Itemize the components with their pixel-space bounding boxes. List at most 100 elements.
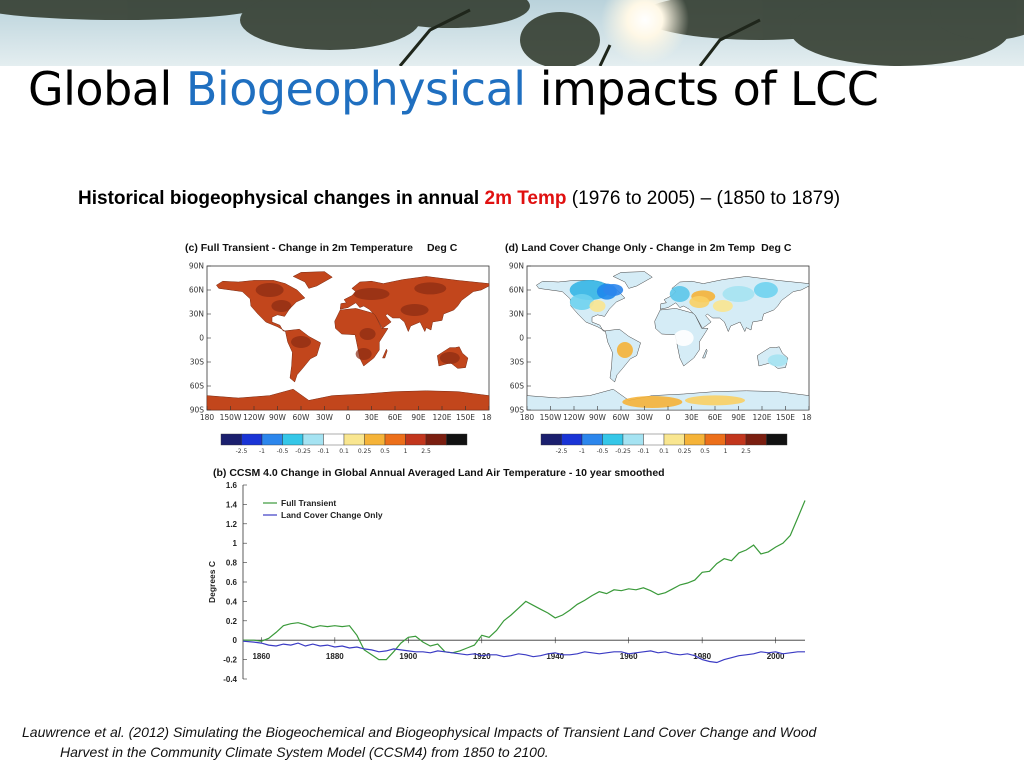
warm-patch [414, 282, 447, 295]
x-tick-label: 1900 [399, 652, 417, 661]
anomaly-patch [712, 300, 733, 312]
map-title: (c) Full Transient - Change in 2m Temper… [185, 242, 457, 254]
lat-label: 60N [509, 286, 524, 295]
line-chart-title: (b) CCSM 4.0 Change in Global Annual Ave… [213, 467, 665, 479]
legend-label: Land Cover Change Only [281, 510, 383, 520]
lon-label: 30W [636, 413, 654, 422]
y-tick-label: 0.2 [226, 617, 238, 626]
lon-label: 180 [482, 413, 492, 422]
colorbar-swatch [425, 433, 447, 446]
anomaly-patch [767, 354, 788, 367]
lon-label: 180 [520, 413, 535, 422]
colorbar-swatch [725, 433, 747, 446]
y-tick-label: -0.2 [223, 656, 237, 665]
colorbar-label: -0.25 [615, 448, 631, 455]
warm-patch [359, 328, 376, 340]
legend-label: Full Transient [281, 498, 336, 508]
anomaly-patch [685, 395, 745, 406]
colorbar-swatch [261, 433, 283, 446]
colorbar-swatch [343, 433, 365, 446]
map-title: (d) Land Cover Change Only - Change in 2… [505, 242, 791, 254]
warm-patch [255, 283, 284, 297]
lon-label: 150W [220, 413, 242, 422]
x-tick-label: 2000 [767, 652, 785, 661]
colorbar-swatch [540, 433, 562, 446]
title-accent: Biogeophysical [185, 62, 526, 116]
x-tick-label: 1960 [620, 652, 638, 661]
anomaly-patch [603, 284, 624, 296]
x-tick-label: 1920 [473, 652, 491, 661]
colorbar-label: -0.5 [277, 448, 289, 455]
colorbar-label: 1 [724, 448, 728, 455]
y-tick-label: 1 [233, 539, 238, 548]
citation-line-2: Harvest in the Community Climate System … [60, 744, 549, 760]
anomaly-patch [689, 296, 710, 308]
colorbar-label: -0.25 [295, 448, 311, 455]
continent-greenland [612, 271, 653, 289]
warm-patch [355, 348, 372, 360]
colorbar-swatch [663, 433, 685, 446]
colorbar-label: 0.5 [380, 448, 390, 455]
colorbar-swatch [581, 433, 603, 446]
warm-patch [400, 304, 429, 316]
continent-madagascar [702, 348, 708, 359]
colorbar-swatch [622, 433, 644, 446]
colorbar-label: 0.25 [358, 448, 372, 455]
lat-label: 30S [510, 358, 525, 367]
y-axis-label: Degrees C [207, 561, 217, 603]
lat-label: 90S [190, 406, 205, 415]
colorbar-label: -1 [579, 448, 585, 455]
colorbar-swatch [384, 433, 406, 446]
lat-label: 30S [190, 358, 205, 367]
lon-label: 120W [243, 413, 265, 422]
lat-label: 90N [509, 262, 524, 271]
colorbar-label: 1 [404, 448, 408, 455]
colorbar-label: 0.1 [339, 448, 349, 455]
colorbar-label: 0.25 [678, 448, 692, 455]
colorbar-swatch [364, 433, 386, 446]
lat-label: 60S [190, 382, 205, 391]
anomaly-patch [569, 294, 594, 310]
anomaly-patch [622, 396, 683, 408]
colorbar-swatch [745, 433, 767, 446]
citation-line-1: Lauwrence et al. (2012) Simulating the B… [22, 724, 817, 740]
colorbar-swatch [302, 433, 324, 446]
y-tick-label: 0 [233, 636, 238, 645]
continent-greenland [292, 271, 333, 289]
lon-label: 150E [776, 413, 795, 422]
lon-label: 30W [316, 413, 334, 422]
map-units: Deg C [761, 242, 792, 254]
y-tick-label: 1.4 [226, 500, 238, 509]
lon-label: 90W [269, 413, 287, 422]
lon-label: 30E [684, 413, 699, 422]
subtitle-rest: (1976 to 2005) – (1850 to 1879) [566, 188, 841, 209]
colorbar-swatch [241, 433, 263, 446]
colorbar-swatch [684, 433, 706, 446]
colorbar-swatch [323, 433, 345, 446]
colorbar-label: 0.5 [700, 448, 710, 455]
y-tick-label: 0.8 [226, 559, 238, 568]
lat-label: 60S [510, 382, 525, 391]
subtitle-bold-lead: Historical biogeophysical changes in ann… [78, 188, 485, 209]
citation: Lauwrence et al. (2012) Simulating the B… [22, 722, 1002, 762]
y-tick-label: -0.4 [223, 675, 237, 684]
lon-label: 150W [540, 413, 562, 422]
lon-label: 180 [200, 413, 215, 422]
lon-label: 90E [411, 413, 426, 422]
colorbar-label: -0.1 [318, 448, 330, 455]
colorbar-label: 0.1 [659, 448, 669, 455]
lat-label: 90S [510, 406, 525, 415]
warm-patch [439, 352, 460, 364]
colorbar-swatch [282, 433, 304, 446]
warm-patch [291, 336, 311, 348]
anomaly-patch [722, 286, 755, 302]
lon-label: 0 [346, 413, 351, 422]
lon-label: 60W [613, 413, 631, 422]
lat-label: 90N [189, 262, 204, 271]
anomaly-patch [589, 300, 606, 312]
lon-label: 90W [589, 413, 607, 422]
continent-north-america [216, 280, 306, 332]
x-tick-label: 1860 [252, 652, 270, 661]
lon-label: 60W [293, 413, 311, 422]
